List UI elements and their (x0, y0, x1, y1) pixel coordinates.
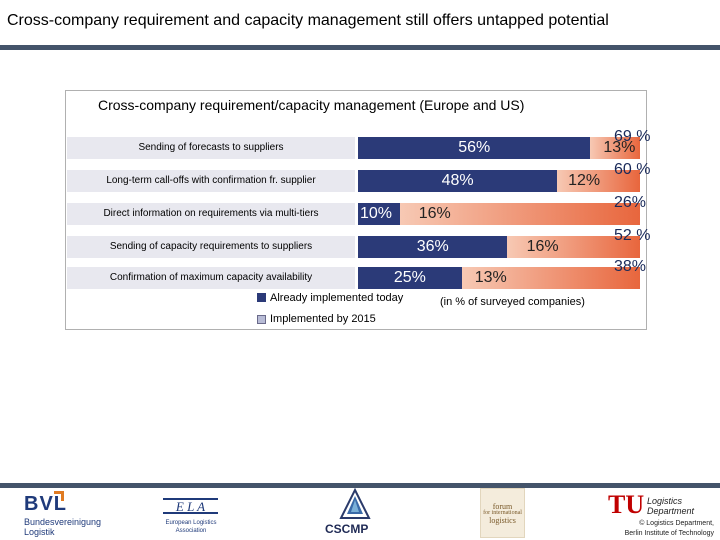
data-label-implemented-2015: 16% (526, 238, 559, 255)
category-label: Direct information on requirements via m… (67, 203, 355, 225)
data-label-implemented-today: 36% (416, 238, 449, 255)
data-label-implemented-today: 48% (441, 172, 474, 189)
slide-title: Cross-company requirement and capacity m… (7, 12, 609, 29)
total-label: 52 % (614, 227, 651, 244)
chart-title: Cross-company requirement/capacity manag… (98, 97, 525, 113)
category-label: Confirmation of maximum capacity availab… (67, 267, 355, 289)
bvl-logo-subtitle: Bundesvereinigung Logistik (24, 517, 102, 537)
tu-department: Logistics Department (647, 496, 695, 516)
bar-implemented-2015 (461, 267, 640, 289)
chart-note: (in % of surveyed companies) (440, 296, 585, 308)
bar-implemented-today (358, 203, 400, 225)
bar-implemented-2015 (590, 137, 640, 159)
ela-logo: E L A (163, 498, 218, 514)
bar-implemented-today (358, 267, 462, 289)
bvl-logo: BVL (24, 493, 67, 515)
footer-rule (0, 483, 720, 488)
category-label: Sending of capacity requirements to supp… (67, 236, 355, 258)
data-label-implemented-2015: 13% (474, 269, 507, 286)
cscmp-logo-icon (339, 488, 371, 519)
category-label: Long-term call-offs with confirmation fr… (67, 170, 355, 192)
data-label-implemented-today: 56% (458, 139, 491, 156)
forum-logo: forum for international logistics (480, 488, 525, 538)
total-label: 38% (614, 258, 647, 275)
category-label: Sending of forecasts to suppliers (67, 137, 355, 159)
legend-label-implemented-2015: Implemented by 2015 (270, 313, 376, 325)
bar-implemented-today (358, 236, 508, 258)
data-label-implemented-2015: 12% (568, 172, 601, 189)
data-label-implemented-2015: 16% (418, 205, 451, 222)
bar-implemented-today (358, 137, 591, 159)
data-label-implemented-today: 25% (393, 269, 426, 286)
ela-logo-subtitle: European Logistics Association (165, 520, 217, 534)
tu-logo: TU (608, 490, 645, 519)
total-label: 60 % (614, 161, 651, 178)
legend-label-implemented-today: Already implemented today (270, 292, 404, 304)
title-rule (0, 45, 720, 50)
cscmp-logo-text: CSCMP (325, 522, 369, 536)
bar-implemented-2015 (399, 203, 640, 225)
bar-implemented-today (358, 170, 558, 192)
bvl-logo-accent (54, 491, 64, 501)
legend-swatch-implemented-today (257, 293, 266, 302)
bar-implemented-2015 (507, 236, 640, 258)
copyright: © Logistics Department, Berlin Institute … (624, 520, 714, 537)
bar-implemented-2015 (557, 170, 640, 192)
data-label-implemented-today: 10% (360, 205, 393, 222)
data-label-implemented-2015: 13% (603, 139, 636, 156)
legend-swatch-implemented-2015 (257, 315, 266, 324)
total-label: 69 % (614, 128, 651, 145)
total-label: 26% (614, 194, 647, 211)
